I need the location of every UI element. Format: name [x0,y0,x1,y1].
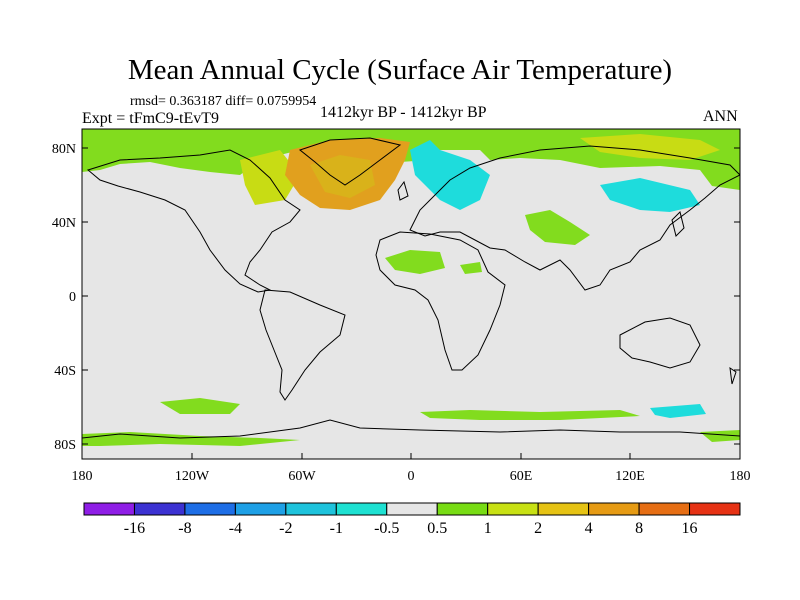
lat-label-80n: 80N [52,142,76,157]
colorbar-box [335,502,388,516]
eurasia-coast [409,145,740,291]
colorbar-label: 16 [682,520,698,537]
colorbar-label: -4 [229,520,242,537]
lon-label-120w: 120W [175,469,210,484]
lon-label-0: 0 [408,469,415,484]
australia-coast [619,317,701,369]
nz-coast [729,366,737,385]
colorbar-label: 8 [635,520,643,537]
colorbar-box [487,502,539,516]
colorbar-label: -0.5 [374,520,399,537]
colorbar-label: 2 [534,520,542,537]
colorbar-box [689,502,741,516]
colorbar-label: -8 [178,520,191,537]
antarctic-cyan [650,404,706,418]
colorbar-box [638,502,691,516]
season-label: ANN [703,108,738,125]
colorbar-label: -1 [330,520,343,537]
colorbar-box [234,502,287,516]
colorbar-box [386,502,438,516]
anomaly-fields [82,129,740,446]
southern-ocean-green-1 [160,398,240,414]
colorbar-box [184,502,236,516]
uk-coast [397,180,409,201]
colorbar-label: 4 [585,520,593,537]
experiment-label: Expt = tFmC9-tEvT9 [82,110,220,127]
lon-ticks [81,453,741,459]
lat-ticks [82,147,740,445]
antarctica-green-east [700,430,740,442]
arctic-yellow-patch [580,134,720,160]
central-asia-green [525,210,590,245]
south-america-coast [259,289,346,401]
colorbar-label: 1 [484,520,492,537]
lon-label-60w: 60W [288,469,316,484]
colorbar-box [436,502,489,516]
north-america-coast [86,149,301,293]
stats-text: rmsd= 0.363187 diff= 0.0759954 [130,94,317,109]
lon-label-60e: 60E [510,469,533,484]
lon-label-180w: 180 [72,469,93,484]
period-label: 1412kyr BP - 1412kyr BP [320,104,487,121]
japan-coast [671,211,685,237]
north-atlantic-inner [310,155,375,198]
colorbar-label: 0.5 [427,520,447,537]
colorbar-labels: -16 -8 -4 -2 -1 -0.5 0.5 1 2 4 8 16 [124,520,698,537]
colorbar-box [133,502,186,516]
colorbar-label: -2 [279,520,292,537]
colorbar [83,502,741,516]
greenland-coast [298,137,402,186]
lon-label-120e: 120E [615,469,645,484]
lat-label-40n: 40N [52,216,76,231]
scandinavia-cyan [410,140,490,210]
colorbar-box [285,502,337,516]
lat-label-40s: 40S [54,364,76,379]
lat-label-80s: 80S [54,438,76,453]
antarctica-coast [82,419,740,439]
lat-label-0: 0 [69,290,76,305]
sahara-green [385,250,445,274]
coastlines [82,137,740,439]
colorbar-box [83,502,135,516]
colorbar-box [588,502,640,516]
plot-title: Mean Annual Cycle (Surface Air Temperatu… [127,54,673,86]
africa-coast [375,231,506,371]
arabia-green [460,262,482,274]
siberia-cyan [600,178,700,212]
colorbar-box [537,502,590,516]
colorbar-label: -16 [124,520,145,537]
arctic-green-band [82,129,740,190]
southern-ocean-green-2 [420,410,640,420]
lon-label-180e: 180 [730,469,751,484]
